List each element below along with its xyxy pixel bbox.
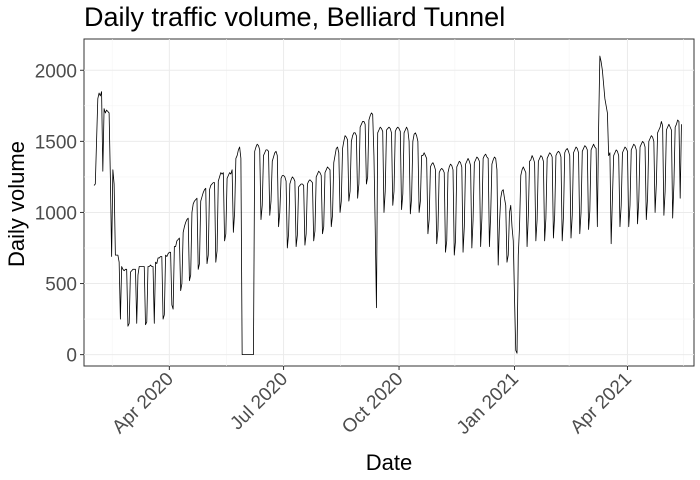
y-tick-label: 1500	[35, 132, 77, 153]
chart-title: Daily traffic volume, Belliard Tunnel	[84, 2, 506, 32]
series-layer	[93, 55, 682, 356]
y-tick-label: 500	[45, 275, 77, 296]
y-axis: 0 500 1000 1500 2000	[35, 61, 84, 367]
x-tick-label: Apr 2020	[109, 369, 178, 438]
minor-gridlines	[84, 39, 694, 366]
x-axis-title: Date	[366, 450, 412, 475]
x-tick-label: Jul 2020	[226, 369, 292, 435]
x-tick-label: Oct 2020	[338, 369, 407, 438]
y-tick-label: 2000	[35, 61, 77, 82]
y-tick-label: 0	[66, 346, 77, 367]
x-axis: Apr 2020 Jul 2020 Oct 2020 Jan 2021 Apr 2021	[109, 366, 636, 439]
plot-panel	[83, 38, 695, 367]
y-axis-title: Daily volume	[4, 141, 29, 267]
y-tick-label: 1000	[35, 203, 77, 224]
series-line	[93, 55, 682, 356]
x-tick-label: Apr 2021	[567, 369, 636, 438]
x-tick-label: Jan 2021	[453, 369, 523, 439]
